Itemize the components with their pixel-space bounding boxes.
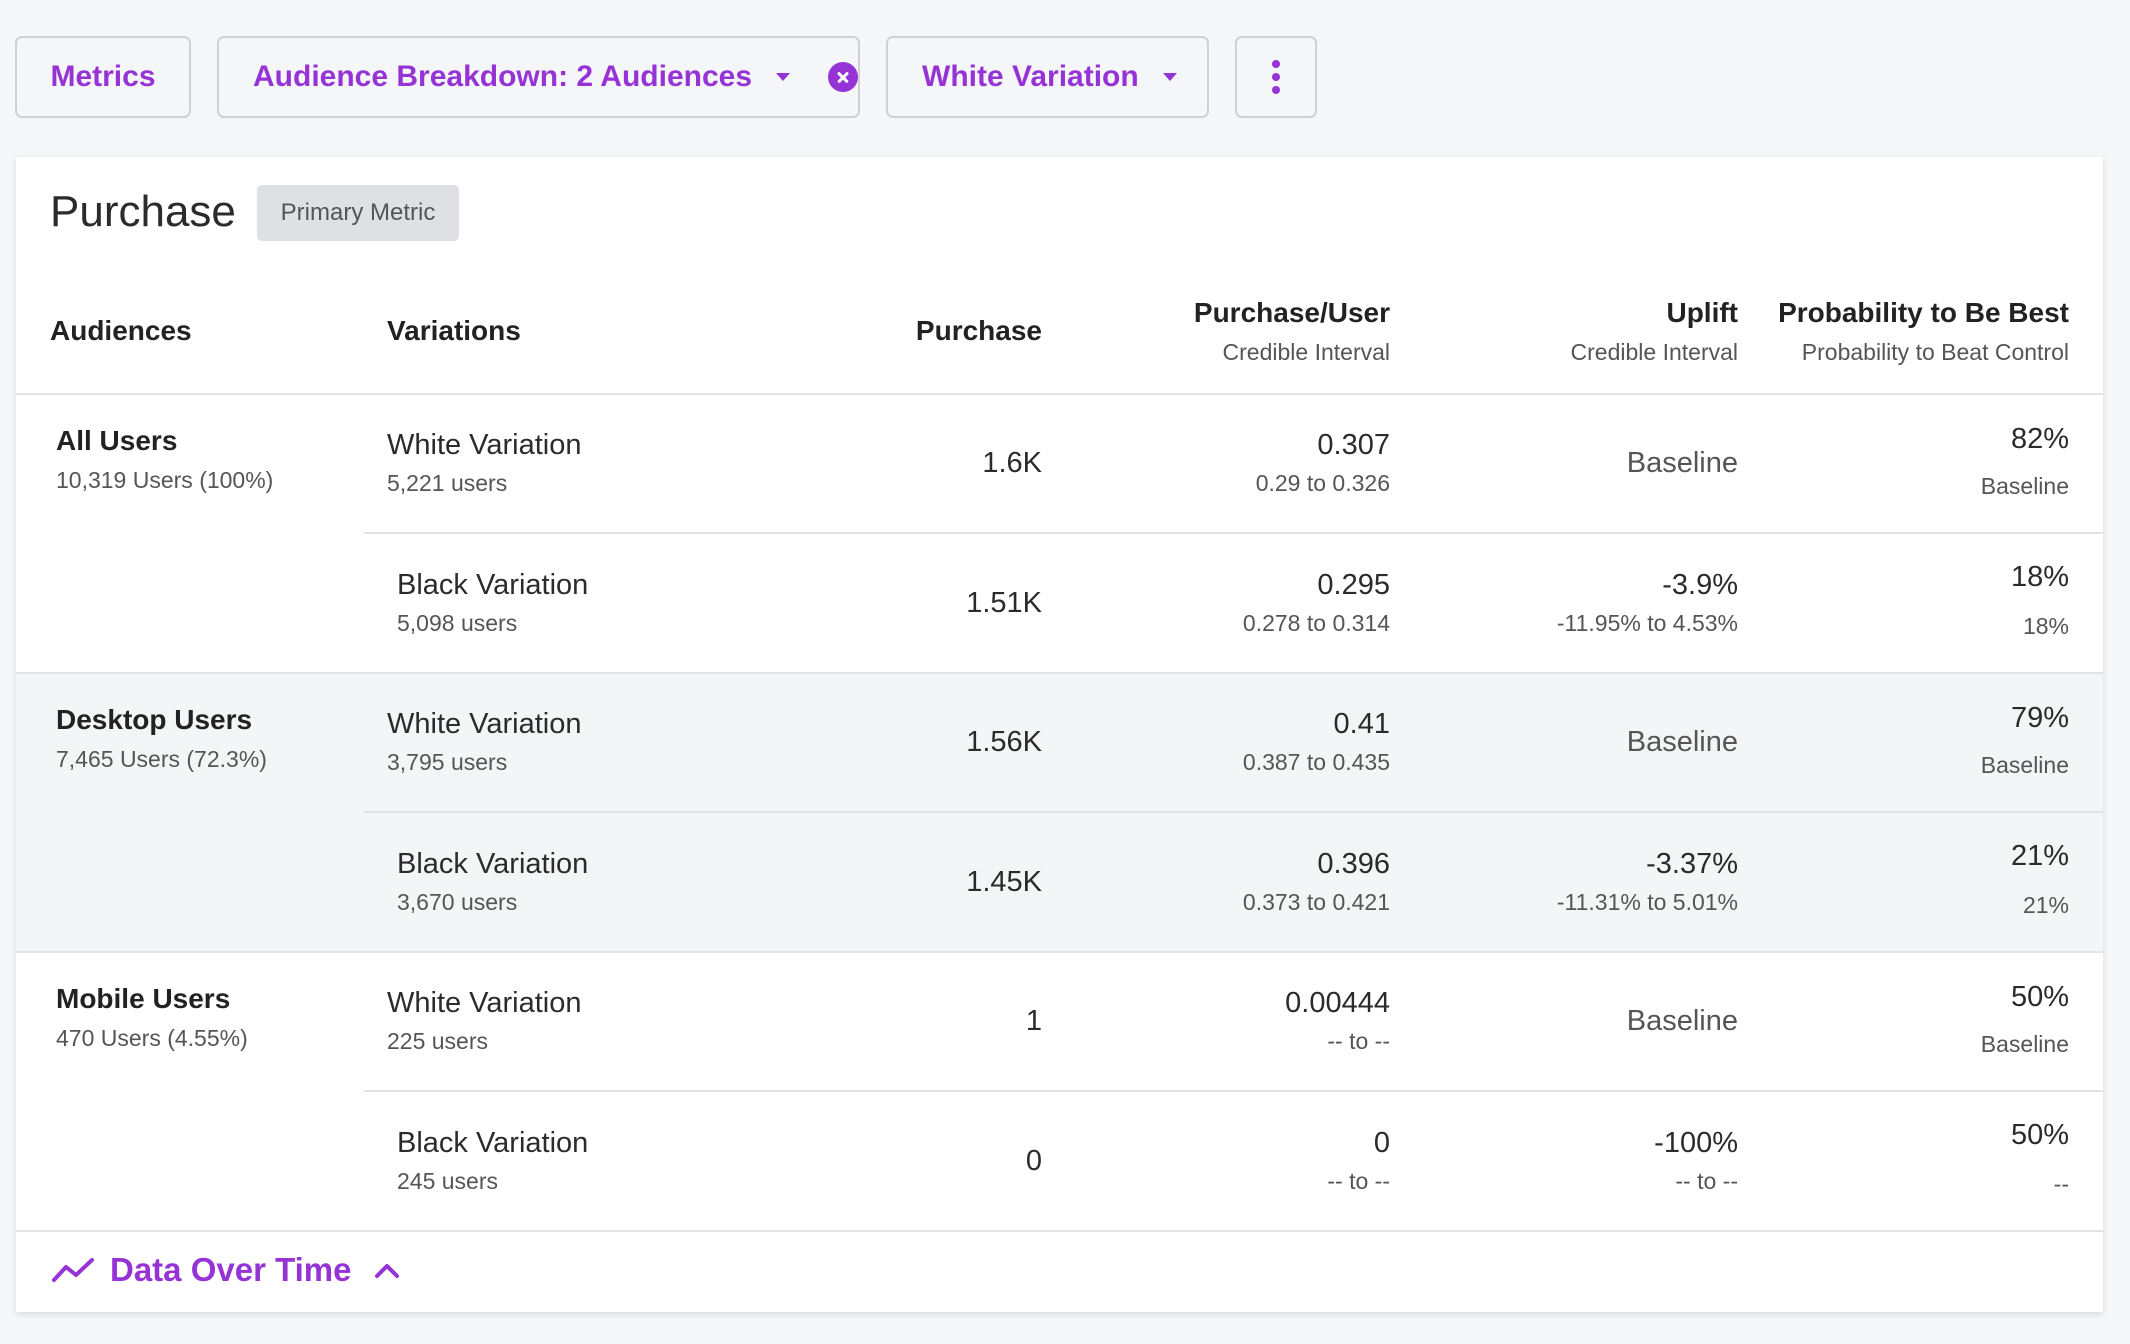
column-header-audiences: Audiences — [50, 315, 192, 346]
variation-users: 245 users — [397, 1168, 499, 1194]
probability-best-value: 50% — [2010, 981, 2069, 1013]
variation-dropdown-label: White Variation — [922, 60, 1139, 93]
metric-title: Purchase — [50, 187, 236, 236]
audience-divider — [16, 951, 2103, 953]
variation-users: 225 users — [387, 1028, 489, 1054]
audience-count: 10,319 Users (100%) — [56, 467, 274, 493]
purchase-per-user-value: 0.295 — [1317, 569, 1390, 601]
column-header-purchase: Purchase — [915, 315, 1042, 346]
row-divider — [364, 811, 2103, 813]
variation-dropdown[interactable]: White Variation — [886, 36, 1209, 118]
uplift-interval: -11.95% to 4.53% — [1556, 610, 1738, 636]
audience-name: Desktop Users — [56, 704, 253, 735]
uplift-interval: -11.31% to 5.01% — [1556, 889, 1738, 915]
variation-name: Black Variation — [397, 569, 589, 601]
audience-breakdown-label: Audience Breakdown: 2 Audiences — [253, 60, 753, 93]
metrics-button-label: Metrics — [50, 60, 156, 93]
audience-breakdown-dropdown[interactable]: Audience Breakdown: 2 Audiences — [217, 36, 860, 118]
variation-users: 3,670 users — [397, 889, 518, 915]
probability-best-value: 79% — [2010, 702, 2069, 734]
column-subheader-credible-interval: Credible Interval — [1570, 339, 1738, 365]
uplift-interval: -- to -- — [1675, 1168, 1738, 1194]
uplift-value: -3.9% — [1662, 569, 1738, 601]
purchase-per-user-interval: -- to -- — [1327, 1028, 1390, 1054]
variation-name: White Variation — [387, 708, 582, 740]
purchase-per-user-value: 0 — [1373, 1127, 1390, 1159]
uplift-value: -3.37% — [1646, 848, 1738, 880]
probability-best-value: 82% — [2010, 423, 2069, 455]
purchase-per-user-value: 0.00444 — [1285, 987, 1390, 1019]
purchase-value: 1.56K — [966, 726, 1042, 758]
purchase-per-user-interval: 0.373 to 0.421 — [1242, 889, 1390, 915]
header-divider — [16, 393, 2103, 395]
purchase-value: 1.45K — [966, 866, 1042, 898]
variation-name: White Variation — [387, 429, 582, 461]
probability-beat-control-value: -- — [2053, 1171, 2069, 1197]
column-header-variations: Variations — [387, 315, 521, 346]
uplift-baseline: Baseline — [1626, 447, 1738, 479]
variation-users: 5,221 users — [387, 470, 508, 496]
variation-users: 3,795 users — [387, 749, 508, 775]
trend-line-icon — [52, 1258, 94, 1282]
primary-metric-badge: Primary Metric — [257, 185, 459, 241]
audience-divider — [16, 672, 2103, 674]
purchase-per-user-interval: 0.278 to 0.314 — [1242, 610, 1390, 636]
column-subheader-credible-interval: Credible Interval — [1222, 339, 1390, 365]
probability-best-value: 50% — [2010, 1119, 2069, 1151]
probability-beat-control-value: Baseline — [1980, 752, 2069, 778]
variation-name: Black Variation — [397, 1127, 589, 1159]
data-over-time-label: Data Over Time — [110, 1251, 352, 1288]
purchase-value: 1.6K — [982, 447, 1042, 479]
purchase-per-user-value: 0.396 — [1317, 848, 1390, 880]
row-divider — [364, 532, 2103, 534]
purchase-per-user-value: 0.41 — [1333, 708, 1390, 740]
more-options-button[interactable] — [1235, 36, 1317, 118]
purchase-per-user-value: 0.307 — [1317, 429, 1390, 461]
purchase-per-user-interval: 0.29 to 0.326 — [1255, 470, 1390, 496]
metrics-button[interactable]: Metrics — [15, 36, 191, 118]
column-header-probability-best: Probability to Be Best — [1778, 297, 2069, 328]
caret-down-icon — [776, 73, 790, 81]
audience-name: Mobile Users — [56, 983, 231, 1014]
probability-beat-control-value: 18% — [2022, 613, 2069, 639]
data-over-time-toggle[interactable]: Data Over Time — [52, 1251, 400, 1289]
column-subheader-probability-beat-control: Probability to Beat Control — [1801, 339, 2069, 365]
purchase-per-user-interval: 0.387 to 0.435 — [1242, 749, 1390, 775]
probability-beat-control-value: Baseline — [1980, 1031, 2069, 1057]
purchase-per-user-interval: -- to -- — [1327, 1168, 1390, 1194]
purchase-value: 0 — [1025, 1145, 1042, 1177]
column-header-uplift: Uplift — [1666, 297, 1738, 328]
uplift-value: -100% — [1654, 1127, 1738, 1159]
probability-beat-control-value: Baseline — [1980, 473, 2069, 499]
metric-card: Purchase Primary Metric Audiences Variat… — [16, 157, 2103, 1312]
probability-best-value: 18% — [2010, 561, 2069, 593]
column-header-purchase-per-user: Purchase/User — [1193, 297, 1390, 328]
purchase-value: 1.51K — [966, 587, 1042, 619]
clear-circle-icon[interactable] — [828, 62, 858, 92]
variation-name: Black Variation — [397, 848, 589, 880]
audience-count: 470 Users (4.55%) — [56, 1025, 248, 1051]
probability-best-value: 21% — [2010, 840, 2069, 872]
caret-down-icon — [1162, 73, 1177, 81]
kebab-menu-icon — [1272, 60, 1280, 94]
probability-beat-control-value: 21% — [2022, 892, 2069, 918]
variation-name: White Variation — [387, 987, 582, 1019]
audience-name: All Users — [56, 425, 178, 456]
chevron-up-icon — [374, 1264, 399, 1278]
variation-users: 5,098 users — [397, 610, 518, 636]
row-divider — [364, 1090, 2103, 1092]
purchase-value: 1 — [1025, 1005, 1042, 1037]
uplift-baseline: Baseline — [1626, 1005, 1738, 1037]
toolbar: Metrics Audience Breakdown: 2 Audiences … — [15, 36, 1317, 118]
footer-divider — [16, 1230, 2103, 1232]
audience-count: 7,465 Users (72.3%) — [56, 746, 267, 772]
uplift-baseline: Baseline — [1626, 726, 1738, 758]
